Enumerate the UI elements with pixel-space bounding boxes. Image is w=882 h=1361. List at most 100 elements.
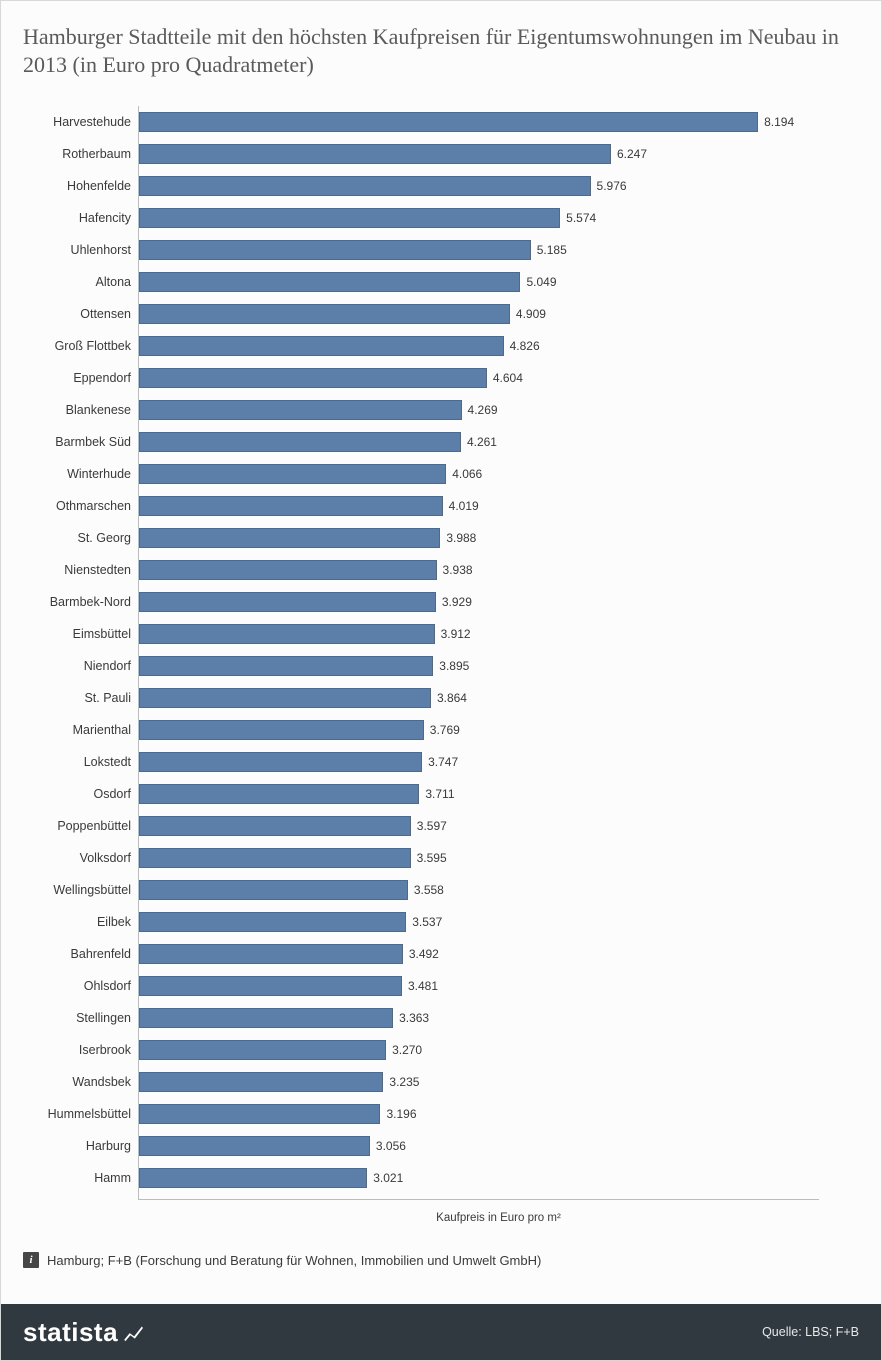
- statista-logo: statista: [23, 1317, 144, 1348]
- info-text: Hamburg; F+B (Forschung und Beratung für…: [47, 1253, 541, 1268]
- bar: [139, 336, 504, 356]
- chart-row: Wellingsbüttel3.558: [138, 874, 819, 906]
- chart-row: Marienthal3.769: [138, 714, 819, 746]
- category-label: Harvestehude: [23, 115, 131, 129]
- bar-track: 6.247: [138, 138, 819, 170]
- bar: [139, 400, 462, 420]
- category-label: Rotherbaum: [23, 147, 131, 161]
- bar-track: 3.492: [138, 938, 819, 970]
- value-label: 3.864: [437, 691, 467, 705]
- category-label: Othmarschen: [23, 499, 131, 513]
- bar: [139, 272, 520, 292]
- chart-row: Hamm3.021: [138, 1162, 819, 1194]
- bar: [139, 560, 437, 580]
- bar: [139, 1040, 386, 1060]
- bar: [139, 368, 487, 388]
- value-label: 3.492: [409, 947, 439, 961]
- category-label: Iserbrook: [23, 1043, 131, 1057]
- bar-track: 3.597: [138, 810, 819, 842]
- chart-row: Iserbrook3.270: [138, 1034, 819, 1066]
- chart-row: Volksdorf3.595: [138, 842, 819, 874]
- category-label: Altona: [23, 275, 131, 289]
- bar: [139, 144, 611, 164]
- bar: [139, 176, 591, 196]
- value-label: 4.826: [510, 339, 540, 353]
- chart-row: St. Pauli3.864: [138, 682, 819, 714]
- bar-track: 3.558: [138, 874, 819, 906]
- chart-row: Niendorf3.895: [138, 650, 819, 682]
- bar-track: 4.066: [138, 458, 819, 490]
- bar: [139, 496, 443, 516]
- category-label: Barmbek Süd: [23, 435, 131, 449]
- category-label: Groß Flottbek: [23, 339, 131, 353]
- bar-track: 3.021: [138, 1162, 819, 1194]
- bar: [139, 1168, 367, 1188]
- bar: [139, 432, 461, 452]
- x-axis-label: Kaufpreis in Euro pro m²: [436, 1212, 561, 1224]
- bar: [139, 464, 446, 484]
- value-label: 6.247: [617, 147, 647, 161]
- category-label: Barmbek-Nord: [23, 595, 131, 609]
- bar-track: 3.056: [138, 1130, 819, 1162]
- category-label: St. Georg: [23, 531, 131, 545]
- bar-track: 3.895: [138, 650, 819, 682]
- value-label: 4.909: [516, 307, 546, 321]
- category-label: Winterhude: [23, 467, 131, 481]
- value-label: 3.595: [417, 851, 447, 865]
- bar: [139, 112, 758, 132]
- logo-text: statista: [23, 1317, 118, 1348]
- value-label: 3.481: [408, 979, 438, 993]
- chart-row: Harvestehude8.194: [138, 106, 819, 138]
- value-label: 4.604: [493, 371, 523, 385]
- category-label: Nienstedten: [23, 563, 131, 577]
- info-icon[interactable]: i: [23, 1252, 39, 1268]
- bar-track: 3.769: [138, 714, 819, 746]
- bar: [139, 624, 435, 644]
- value-label: 5.049: [526, 275, 556, 289]
- category-label: Ohlsdorf: [23, 979, 131, 993]
- chart-row: Rotherbaum6.247: [138, 138, 819, 170]
- bar-track: 3.711: [138, 778, 819, 810]
- bar: [139, 880, 408, 900]
- value-label: 3.988: [446, 531, 476, 545]
- chart-card: Hamburger Stadtteile mit den höchsten Ka…: [0, 0, 882, 1361]
- bar: [139, 912, 406, 932]
- category-label: Uhlenhorst: [23, 243, 131, 257]
- chart-row: Barmbek Süd4.261: [138, 426, 819, 458]
- value-label: 4.261: [467, 435, 497, 449]
- bar-track: 5.185: [138, 234, 819, 266]
- bar-track: 5.574: [138, 202, 819, 234]
- value-label: 3.056: [376, 1139, 406, 1153]
- bar: [139, 592, 436, 612]
- category-label: Eimsbüttel: [23, 627, 131, 641]
- bar-track: 3.912: [138, 618, 819, 650]
- bar: [139, 240, 531, 260]
- bar-track: 3.938: [138, 554, 819, 586]
- value-label: 4.269: [468, 403, 498, 417]
- bar-track: 3.270: [138, 1034, 819, 1066]
- value-label: 8.194: [764, 115, 794, 129]
- bar: [139, 944, 403, 964]
- chart-row: Harburg3.056: [138, 1130, 819, 1162]
- chart-row: Groß Flottbek4.826: [138, 330, 819, 362]
- chart-row: Blankenese4.269: [138, 394, 819, 426]
- bar-track: 5.976: [138, 170, 819, 202]
- bar-track: 3.747: [138, 746, 819, 778]
- chart-row: Osdorf3.711: [138, 778, 819, 810]
- category-label: Blankenese: [23, 403, 131, 417]
- value-label: 3.747: [428, 755, 458, 769]
- category-label: Niendorf: [23, 659, 131, 673]
- chart-row: Hafencity5.574: [138, 202, 819, 234]
- chart-row: Eilbek3.537: [138, 906, 819, 938]
- value-label: 3.895: [439, 659, 469, 673]
- chart-row: Ohlsdorf3.481: [138, 970, 819, 1002]
- category-label: Volksdorf: [23, 851, 131, 865]
- bar: [139, 656, 433, 676]
- value-label: 5.185: [537, 243, 567, 257]
- chart-row: Stellingen3.363: [138, 1002, 819, 1034]
- category-label: Marienthal: [23, 723, 131, 737]
- bar-track: 4.909: [138, 298, 819, 330]
- category-label: Poppenbüttel: [23, 819, 131, 833]
- axis-baseline: [138, 1194, 819, 1200]
- value-label: 3.769: [430, 723, 460, 737]
